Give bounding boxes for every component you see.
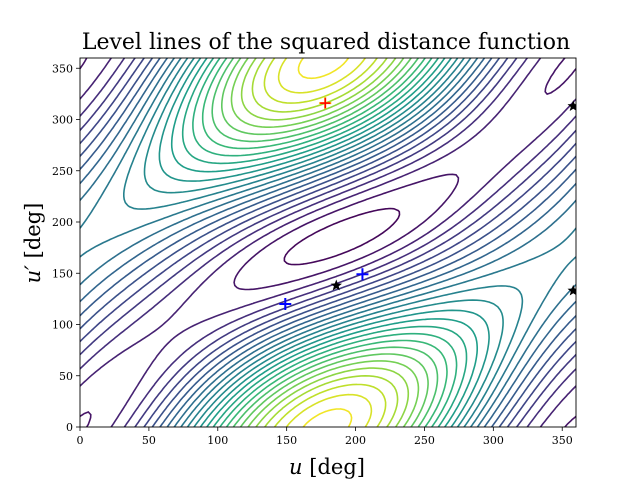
y-axis-label: u′ [deg] xyxy=(21,203,45,284)
contour-level xyxy=(80,58,576,427)
contour-level xyxy=(201,58,448,427)
x-tick-label: 300 xyxy=(483,434,504,447)
y-tick-label: 300 xyxy=(52,114,73,127)
contour-level xyxy=(80,58,576,427)
y-tick-label: 0 xyxy=(66,421,73,434)
y-tick-label: 100 xyxy=(52,319,73,332)
contour-level xyxy=(181,58,468,427)
star-marker xyxy=(567,284,576,296)
contour-level xyxy=(158,58,490,427)
y-tick-label: 350 xyxy=(52,62,73,75)
contour-level xyxy=(211,58,439,427)
contour-level xyxy=(230,58,420,427)
contour-level xyxy=(80,58,576,427)
plot-frame xyxy=(79,57,577,428)
contour-level xyxy=(240,58,410,427)
y-tick-label: 150 xyxy=(52,267,73,280)
contour-level xyxy=(80,58,576,427)
y-tick-label: 250 xyxy=(52,165,73,178)
x-tick-label: 150 xyxy=(276,434,297,447)
contour-level xyxy=(80,58,576,427)
plus-marker xyxy=(356,268,369,281)
contour-level xyxy=(297,58,353,427)
plus-marker xyxy=(279,298,292,310)
contour-level xyxy=(123,58,524,427)
contour-level xyxy=(80,58,576,427)
x-tick-label: 50 xyxy=(142,434,156,447)
x-tick-label: 200 xyxy=(345,434,366,447)
contour-level xyxy=(143,58,504,427)
contour-level xyxy=(251,58,399,427)
contour-lines xyxy=(80,58,576,427)
contour-level xyxy=(80,58,576,427)
x-axis-label: u [deg] xyxy=(289,455,365,479)
contour-level xyxy=(80,58,576,427)
contour-level xyxy=(80,58,576,427)
x-tick-label: 350 xyxy=(552,434,573,447)
x-axis-ticks: 0 50 100 150 200 250 300 350 xyxy=(77,427,573,447)
x-tick-label: 100 xyxy=(207,434,228,447)
star-marker xyxy=(330,279,342,291)
x-tick-label: 0 xyxy=(77,434,84,447)
contour-level xyxy=(263,58,387,427)
y-tick-label: 50 xyxy=(59,370,73,383)
star-marker xyxy=(567,100,576,111)
plus-marker xyxy=(320,98,331,109)
contour-level xyxy=(221,58,429,427)
markers xyxy=(279,97,576,310)
y-tick-label: 200 xyxy=(52,216,73,229)
contour-level xyxy=(283,207,401,266)
y-axis-ticks: 0 50 100 150 200 250 300 350 xyxy=(52,62,80,434)
contour-level xyxy=(170,58,478,427)
x-tick-label: 250 xyxy=(414,434,435,447)
chart-title: Level lines of the squared distance func… xyxy=(82,30,570,55)
